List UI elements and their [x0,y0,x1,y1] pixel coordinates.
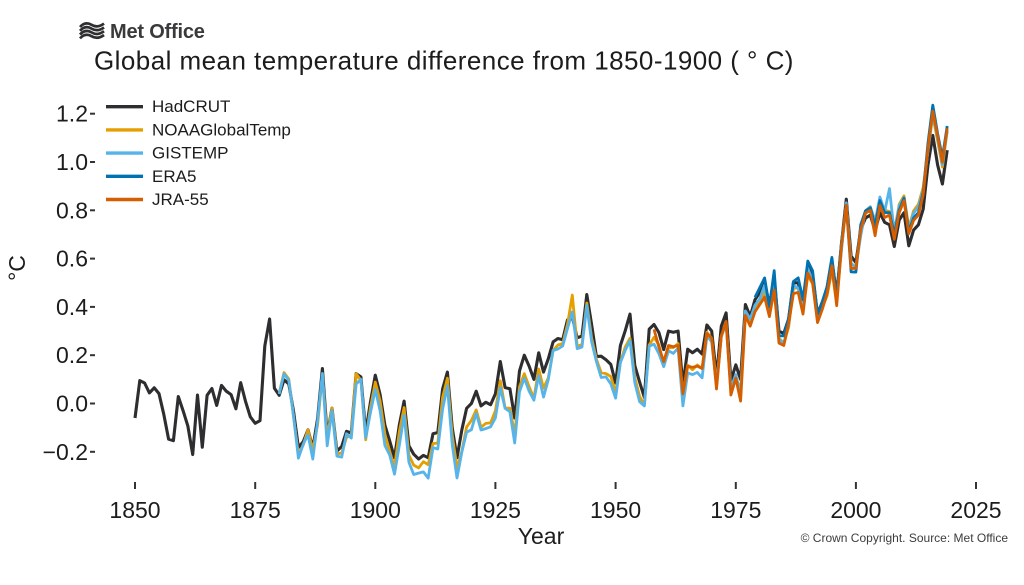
svg-text:1.0: 1.0 [56,149,88,175]
svg-text:0.8: 0.8 [56,197,88,223]
svg-text:1850: 1850 [109,497,160,523]
svg-text:−0.2: −0.2 [43,439,88,465]
svg-text:© Crown Copyright. Source: Met: © Crown Copyright. Source: Met Office [801,531,1009,545]
svg-text:0.4: 0.4 [56,294,88,320]
svg-text:HadCRUT: HadCRUT [152,97,230,116]
svg-text:Year: Year [518,523,565,549]
svg-text:NOAAGlobalTemp: NOAAGlobalTemp [152,120,291,139]
svg-text:1.2: 1.2 [56,101,88,127]
svg-text:GISTEMP: GISTEMP [152,144,229,163]
svg-text:ERA5: ERA5 [152,167,196,186]
svg-text:1875: 1875 [230,497,281,523]
svg-text:0.0: 0.0 [56,391,88,417]
svg-text:1950: 1950 [590,497,641,523]
svg-text:2025: 2025 [950,497,1001,523]
svg-text:0.6: 0.6 [56,246,88,272]
svg-text:Global mean temperature differ: Global mean temperature difference from … [94,46,794,76]
svg-text:0.2: 0.2 [56,342,88,368]
svg-text:1900: 1900 [350,497,401,523]
svg-text:Met Office: Met Office [110,21,205,43]
svg-text:°C: °C [4,255,30,281]
svg-text:2000: 2000 [830,497,881,523]
svg-text:JRA-55: JRA-55 [152,190,209,209]
svg-text:1975: 1975 [710,497,761,523]
svg-text:1925: 1925 [470,497,521,523]
